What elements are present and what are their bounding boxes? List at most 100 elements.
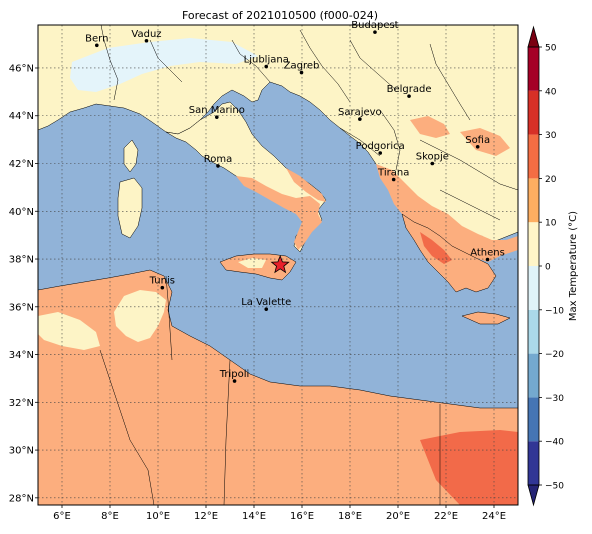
city-dot xyxy=(475,144,480,149)
greek-peninsula xyxy=(401,213,497,293)
city-dot xyxy=(485,257,490,262)
lon-tick-label: 22°E xyxy=(434,511,458,522)
city-dot xyxy=(407,94,411,98)
colorbar-band xyxy=(528,397,539,442)
colorbar-tick-label: −40 xyxy=(545,438,564,448)
star-marker xyxy=(270,254,290,274)
greece-hot-patch xyxy=(420,232,452,264)
city-sarajevo: Sarajevo xyxy=(338,107,382,121)
lon-tick-label: 18°E xyxy=(338,511,362,522)
city-vaduz: Vaduz xyxy=(131,29,162,43)
sicily-cold-patch xyxy=(238,258,266,268)
city-label: La Valette xyxy=(241,297,291,308)
lat-tick-label: 32°N xyxy=(9,398,34,409)
city-skopje: Skopje xyxy=(416,152,449,166)
colorbar-tick-label: 20 xyxy=(545,175,557,185)
city-tirana: Tirana xyxy=(377,168,409,182)
lat-tick-label: 44°N xyxy=(9,111,34,122)
colorbar-band xyxy=(528,441,539,485)
colorbar-band xyxy=(528,266,539,310)
city-ljubljana: Ljubljana xyxy=(244,55,289,69)
city-label: Athens xyxy=(470,248,505,259)
city-dot xyxy=(215,115,219,119)
city-bern: Bern xyxy=(85,33,108,48)
city-athens: Athens xyxy=(470,248,505,262)
lat-tick-label: 30°N xyxy=(9,446,34,457)
city-label: Ljubljana xyxy=(244,55,289,66)
city-label: San Marino xyxy=(189,105,245,116)
city-label: Tirana xyxy=(377,168,409,179)
city-dot xyxy=(95,43,99,48)
city-label: Belgrade xyxy=(387,84,432,95)
colorbar-band xyxy=(528,90,539,135)
colorbar-band xyxy=(528,134,539,179)
city-label: Skopje xyxy=(416,152,449,163)
colorbar-tick-label: −20 xyxy=(545,350,564,360)
city-budapest: Budapest xyxy=(351,20,399,34)
colorbar-tick-label: 50 xyxy=(545,44,557,54)
city-label: Vaduz xyxy=(131,29,161,40)
colorbar-band xyxy=(528,353,539,398)
city-label: Bern xyxy=(85,33,108,44)
balkan-warm-patch-east xyxy=(460,128,510,156)
corsica-land xyxy=(123,139,139,173)
libya-hot-patch xyxy=(420,430,518,505)
colorbar-over-arrow xyxy=(527,25,540,48)
lon-tick-label: 24°E xyxy=(482,511,506,522)
lat-tick-label: 46°N xyxy=(9,63,34,74)
italy-warm-patch xyxy=(236,176,322,250)
colorbar-band xyxy=(528,178,539,223)
city-dot xyxy=(232,379,237,383)
city-label: Podgorica xyxy=(356,141,405,152)
crete-land xyxy=(461,311,511,325)
city-dot xyxy=(216,164,220,168)
city-sofia: Sofia xyxy=(465,135,490,149)
city-label: Zagreb xyxy=(284,61,320,72)
lat-tick-label: 28°N xyxy=(9,493,34,504)
colorbar-band xyxy=(528,222,539,266)
city-la-valette: La Valette xyxy=(241,297,291,311)
city-label: Tripoli xyxy=(219,369,250,380)
city-dot xyxy=(299,70,304,75)
lon-tick-label: 20°E xyxy=(386,511,410,522)
colorbar: 50 40 30 20 10 0 −10 −20 −30 −40 −50 Max Temperatur… xyxy=(527,25,579,507)
city-dot xyxy=(430,161,435,166)
city-dot xyxy=(144,38,149,43)
colorbar-tick-label: 30 xyxy=(545,131,557,141)
lat-tick-label: 34°N xyxy=(9,350,34,361)
city-podgorica: Podgorica xyxy=(356,141,405,155)
longitude-ticks: 6°E 8°E 10°E 12°E 14°E 16°E 18°E 20°E 22°E 24°E xyxy=(53,505,506,522)
lon-tick-label: 16°E xyxy=(290,511,314,522)
city-label: Tunis xyxy=(149,276,175,287)
lon-tick-label: 6°E xyxy=(53,511,71,522)
lon-tick-label: 8°E xyxy=(101,511,119,522)
city-dot xyxy=(378,151,383,155)
colorbar-tick-label: −30 xyxy=(545,394,564,404)
city-dot xyxy=(264,64,269,69)
sardinia-land xyxy=(117,177,143,239)
city-label: Sarajevo xyxy=(338,107,382,118)
city-belgrade: Belgrade xyxy=(387,84,432,98)
city-dot xyxy=(358,117,362,121)
city-dot xyxy=(391,177,396,182)
colorbar-band xyxy=(528,309,539,354)
city-dot xyxy=(160,285,165,290)
city-dot xyxy=(264,307,269,311)
lat-tick-label: 40°N xyxy=(9,207,34,218)
colorbar-tick-label: 10 xyxy=(545,219,557,229)
latitude-ticks: 28°N 30°N 32°N 34°N 36°N 38°N 40°N 42°N 44°N 46°N xyxy=(9,63,38,504)
city-zagreb: Zagreb xyxy=(284,61,320,75)
city-label: Roma xyxy=(204,154,233,165)
colorbar-tick-label: −10 xyxy=(545,306,564,316)
map-title: Forecast of 2021010500 (f000-024) xyxy=(182,9,378,22)
lat-tick-label: 36°N xyxy=(9,302,34,313)
city-dot xyxy=(373,30,377,34)
balkan-warm-area xyxy=(376,164,518,262)
city-label: Budapest xyxy=(351,20,398,31)
country-borders xyxy=(99,25,518,505)
lon-tick-label: 14°E xyxy=(242,511,266,522)
lon-tick-label: 10°E xyxy=(146,511,170,522)
colorbar-label: Max Temperature (°C) xyxy=(568,211,579,321)
